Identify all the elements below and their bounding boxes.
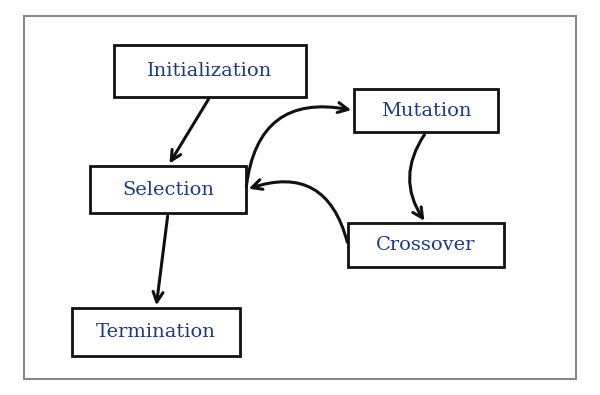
FancyBboxPatch shape (72, 308, 240, 356)
FancyBboxPatch shape (348, 223, 504, 267)
FancyBboxPatch shape (90, 166, 246, 213)
FancyBboxPatch shape (354, 89, 498, 132)
Text: Termination: Termination (96, 323, 216, 341)
Text: Selection: Selection (122, 181, 214, 199)
Text: Initialization: Initialization (148, 62, 272, 80)
Text: Mutation: Mutation (381, 102, 471, 120)
Text: Crossover: Crossover (376, 236, 476, 254)
FancyBboxPatch shape (114, 45, 306, 97)
